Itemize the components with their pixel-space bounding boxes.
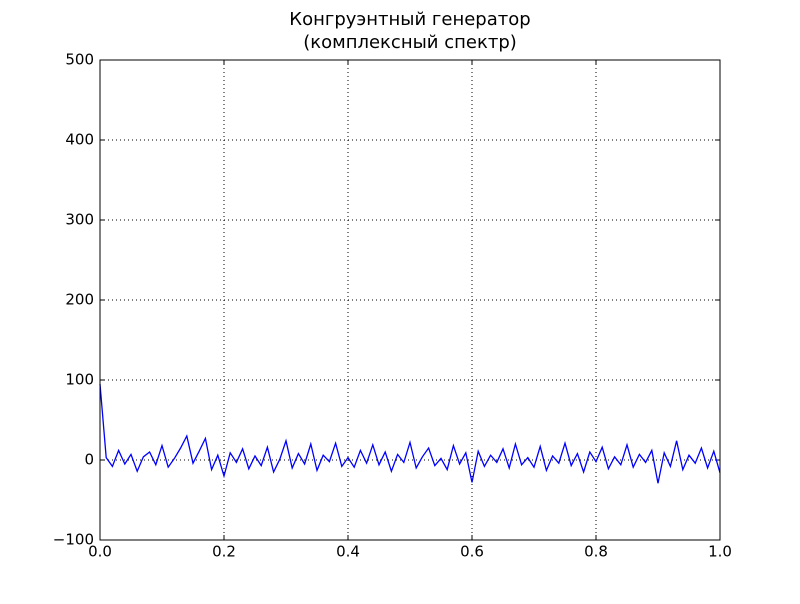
y-tick-label: 300 [65,211,94,229]
data-line [99,383,721,484]
chart-title: Конгруэнтный генератор [289,9,530,30]
x-tick-label: 1.0 [708,543,732,561]
x-tick-label: 0.6 [460,543,484,561]
x-tick-label: 0.8 [584,543,608,561]
y-tick-label: 100 [65,371,94,389]
plot-frame [99,59,721,541]
x-tick-label: 0.4 [336,543,360,561]
chart-title: (комплексный спектр) [303,32,517,53]
y-tick-label: 200 [65,291,94,309]
y-tick-label: −100 [53,531,94,549]
x-tick-label: 0.2 [212,543,236,561]
y-tick-label: 400 [65,131,94,149]
y-tick-label: 500 [65,51,94,69]
x-tick-label: 0.0 [88,543,112,561]
y-tick-label: 0 [84,451,94,469]
